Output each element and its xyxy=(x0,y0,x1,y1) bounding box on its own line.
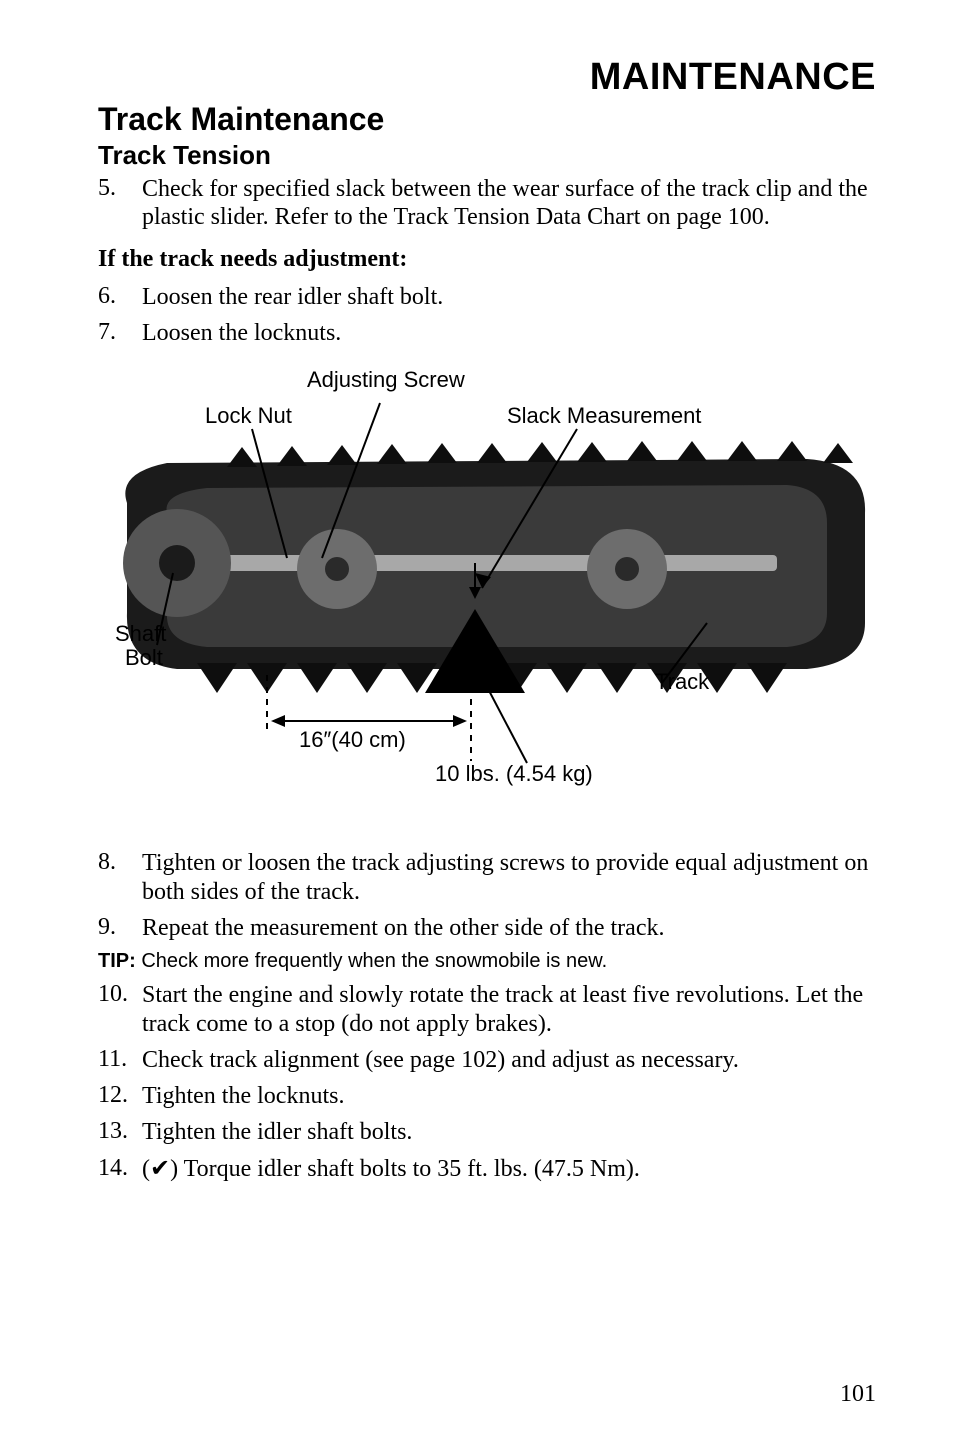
label-weight: 10 lbs. (4.54 kg) xyxy=(435,761,593,787)
step-number: 6. xyxy=(98,283,142,311)
subsection-title: Track Tension xyxy=(98,140,876,171)
track-diagram-svg xyxy=(107,363,867,823)
label-bolt: Bolt xyxy=(125,645,163,671)
label-adjusting-screw: Adjusting Screw xyxy=(307,367,465,393)
if-adjust-heading: If the track needs adjustment: xyxy=(98,246,876,273)
label-slack-measurement: Slack Measurement xyxy=(507,403,701,429)
numbered-step: 9.Repeat the measurement on the other si… xyxy=(98,914,876,942)
numbered-step: 11.Check track alignment (see page 102) … xyxy=(98,1046,876,1074)
step-text: Check for specified slack between the we… xyxy=(142,175,876,232)
step-text: Tighten the idler shaft bolts. xyxy=(142,1118,876,1146)
step-number: 12. xyxy=(98,1082,142,1110)
step-number: 7. xyxy=(98,319,142,347)
label-distance: 16″(40 cm) xyxy=(299,727,406,753)
step-text: (✔) Torque idler shaft bolts to 35 ft. l… xyxy=(142,1155,876,1183)
tip-line: TIP: Check more frequently when the snow… xyxy=(98,950,876,973)
numbered-step: 12.Tighten the locknuts. xyxy=(98,1082,876,1110)
step-text: Tighten or loosen the track adjusting sc… xyxy=(142,849,876,906)
step-text: Start the engine and slowly rotate the t… xyxy=(142,981,876,1038)
step-text: Repeat the measurement on the other side… xyxy=(142,914,876,942)
page-main-title: MAINTENANCE xyxy=(98,56,876,99)
track-diagram: Adjusting Screw Lock Nut Slack Measureme… xyxy=(107,363,867,823)
step-number: 10. xyxy=(98,981,142,1038)
step-number: 9. xyxy=(98,914,142,942)
step-number: 11. xyxy=(98,1046,142,1074)
tip-text: Check more frequently when the snowmobil… xyxy=(141,950,607,972)
section-title: Track Maintenance xyxy=(98,101,876,138)
label-track: Track xyxy=(655,669,709,695)
step-number: 14. xyxy=(98,1155,142,1183)
step-text: Loosen the locknuts. xyxy=(142,319,876,347)
label-shaft: Shaft xyxy=(115,621,166,647)
numbered-step: 8.Tighten or loosen the track adjusting … xyxy=(98,849,876,906)
numbered-step: 5.Check for specified slack between the … xyxy=(98,175,876,232)
step-text: Tighten the locknuts. xyxy=(142,1082,876,1110)
numbered-step: 10.Start the engine and slowly rotate th… xyxy=(98,981,876,1038)
step-text: Loosen the rear idler shaft bolt. xyxy=(142,283,876,311)
numbered-step: 13.Tighten the idler shaft bolts. xyxy=(98,1118,876,1146)
numbered-step: 7.Loosen the locknuts. xyxy=(98,319,876,347)
label-lock-nut: Lock Nut xyxy=(205,403,292,429)
step-number: 5. xyxy=(98,175,142,232)
step-text: Check track alignment (see page 102) and… xyxy=(142,1046,876,1074)
step-number: 13. xyxy=(98,1118,142,1146)
numbered-step: 14.(✔) Torque idler shaft bolts to 35 ft… xyxy=(98,1155,876,1183)
tip-label: TIP: xyxy=(98,950,136,972)
numbered-step: 6.Loosen the rear idler shaft bolt. xyxy=(98,283,876,311)
step-number: 8. xyxy=(98,849,142,906)
page-number: 101 xyxy=(840,1381,876,1408)
